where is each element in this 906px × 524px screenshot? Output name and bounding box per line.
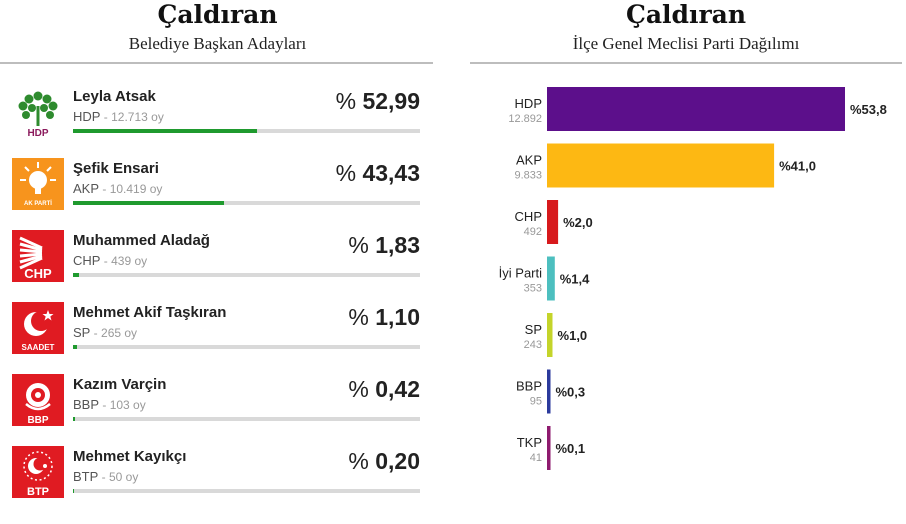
candidate-percent: % 1,10 (348, 304, 420, 330)
hdp-logo-icon: HDP (18, 91, 58, 138)
chp-logo-icon: CHP (12, 230, 64, 282)
party-bar-chart: HDP 12.892 %53,8 AKP 9.833 %41,0 CHP 492 %2,0 İyi… (499, 87, 887, 470)
candidate-name: Şefik Ensari (73, 160, 159, 177)
candidate-votes: 265 oy (101, 326, 138, 340)
bar-sp (547, 313, 553, 357)
value-label: %0,1 (556, 441, 586, 456)
candidate-votes: 10.419 oy (109, 182, 163, 196)
candidate-party-votes: SP - 265 oy (73, 325, 138, 340)
progress-fill (73, 129, 257, 133)
progress-track (73, 417, 420, 421)
candidate-party: HDP (73, 109, 101, 124)
candidate-percent: % 43,43 (335, 160, 420, 186)
category-label: BBP (516, 379, 542, 394)
bar-i-yi-parti (547, 256, 555, 301)
candidate-row: HDP Leyla Atsak HDP - 12.713 oy % 52,99 (0, 86, 430, 146)
category-label: TKP (517, 435, 542, 450)
candidate-party: BTP (73, 469, 99, 484)
category-label: HDP (515, 96, 542, 111)
candidate-votes: 50 oy (108, 470, 139, 484)
progress-fill (73, 273, 80, 277)
candidate-percent: % 0,42 (348, 376, 420, 402)
candidate-percent: % 52,99 (335, 88, 420, 114)
vote-count-label: 492 (524, 226, 542, 238)
progress-track (73, 129, 420, 133)
value-label: %0,3 (556, 385, 586, 400)
vote-count-label: 41 (530, 452, 542, 464)
bar-hdp (547, 87, 845, 131)
progress-track (73, 489, 420, 493)
vote-count-label: 353 (524, 283, 542, 295)
candidate-party: AKP (73, 181, 100, 196)
progress-fill (73, 417, 75, 421)
right-panel-subtitle: İlçe Genel Meclisi Parti Dağılımı (572, 34, 800, 53)
bbp-logo-icon: BBP (12, 374, 64, 426)
candidate-party-votes: HDP - 12.713 oy (73, 109, 164, 124)
candidate-party-votes: CHP - 439 oy (73, 253, 148, 268)
value-label: %53,8 (850, 102, 887, 117)
svg-text:HDP: HDP (27, 128, 48, 138)
candidate-party-votes: AKP - 10.419 oy (73, 181, 163, 196)
candidate-name: Leyla Atsak (73, 88, 156, 105)
candidate-party: CHP (73, 253, 101, 268)
svg-text:AK PARTİ: AK PARTİ (24, 200, 52, 207)
progress-track (73, 273, 420, 277)
svg-text:SAADET: SAADET (22, 343, 55, 352)
category-label: CHP (515, 209, 542, 224)
value-label: %41,0 (779, 159, 816, 174)
bar-bbp (547, 369, 551, 414)
vote-count-label: 9.833 (514, 170, 542, 182)
svg-text:BTP: BTP (27, 486, 49, 498)
candidate-row: AK PARTİ Şefik Ensari AKP - 10.419 oy % … (0, 158, 430, 218)
progress-fill (73, 345, 77, 349)
saadet-logo-icon: SAADET (12, 302, 64, 354)
value-label: %1,0 (558, 328, 588, 343)
candidate-party-votes: BTP - 50 oy (73, 469, 139, 484)
progress-fill (73, 489, 74, 493)
candidate-row: CHP Muhammed Aladağ CHP - 439 oy % 1,83 (0, 230, 430, 290)
progress-track (73, 201, 420, 205)
candidate-votes: 12.713 oy (111, 110, 164, 124)
vote-count-label: 243 (524, 339, 542, 351)
candidate-party: BBP (73, 397, 100, 412)
left-panel-subtitle: Belediye Başkan Adayları (128, 34, 307, 53)
candidate-party: SP (73, 325, 91, 340)
progress-fill (73, 201, 224, 205)
category-label: AKP (516, 153, 542, 168)
candidate-name: Muhammed Aladağ (73, 232, 210, 249)
category-label: İyi Parti (499, 266, 542, 281)
svg-text:BBP: BBP (27, 415, 48, 426)
left-divider (0, 62, 433, 64)
candidate-name: Mehmet Kayıkçı (73, 448, 187, 465)
bar-tkp (547, 426, 551, 470)
bar-akp (547, 143, 775, 188)
right-divider (470, 62, 902, 64)
candidate-name: Kazım Varçin (73, 376, 167, 393)
value-label: %1,4 (560, 272, 590, 287)
candidate-row: SAADET Mehmet Akif Taşkıran SP - 265 oy … (0, 302, 430, 362)
candidate-percent: % 1,83 (348, 232, 420, 258)
candidate-percent: % 0,20 (348, 448, 420, 474)
svg-text:CHP: CHP (24, 266, 52, 281)
candidate-row: BBP Kazım Varçin BBP - 103 oy % 0,42 (0, 374, 430, 434)
progress-track (73, 345, 420, 349)
btp-logo-icon: BTP (12, 446, 64, 498)
candidate-row: BTP Mehmet Kayıkçı BTP - 50 oy % 0,20 (0, 446, 430, 506)
candidate-votes: 103 oy (109, 398, 146, 412)
right-panel-title: Çaldıran (625, 0, 747, 29)
candidate-name: Mehmet Akif Taşkıran (73, 304, 227, 321)
candidate-votes: 439 oy (111, 254, 148, 268)
vote-count-label: 95 (530, 396, 542, 408)
candidate-party-votes: BBP - 103 oy (73, 397, 146, 412)
bar-chp (547, 200, 559, 244)
category-label: SP (525, 322, 542, 337)
vote-count-label: 12.892 (508, 113, 542, 125)
akp-logo-icon: AK PARTİ (12, 158, 64, 210)
value-label: %2,0 (563, 215, 593, 230)
left-panel-title: Çaldıran (157, 0, 278, 29)
